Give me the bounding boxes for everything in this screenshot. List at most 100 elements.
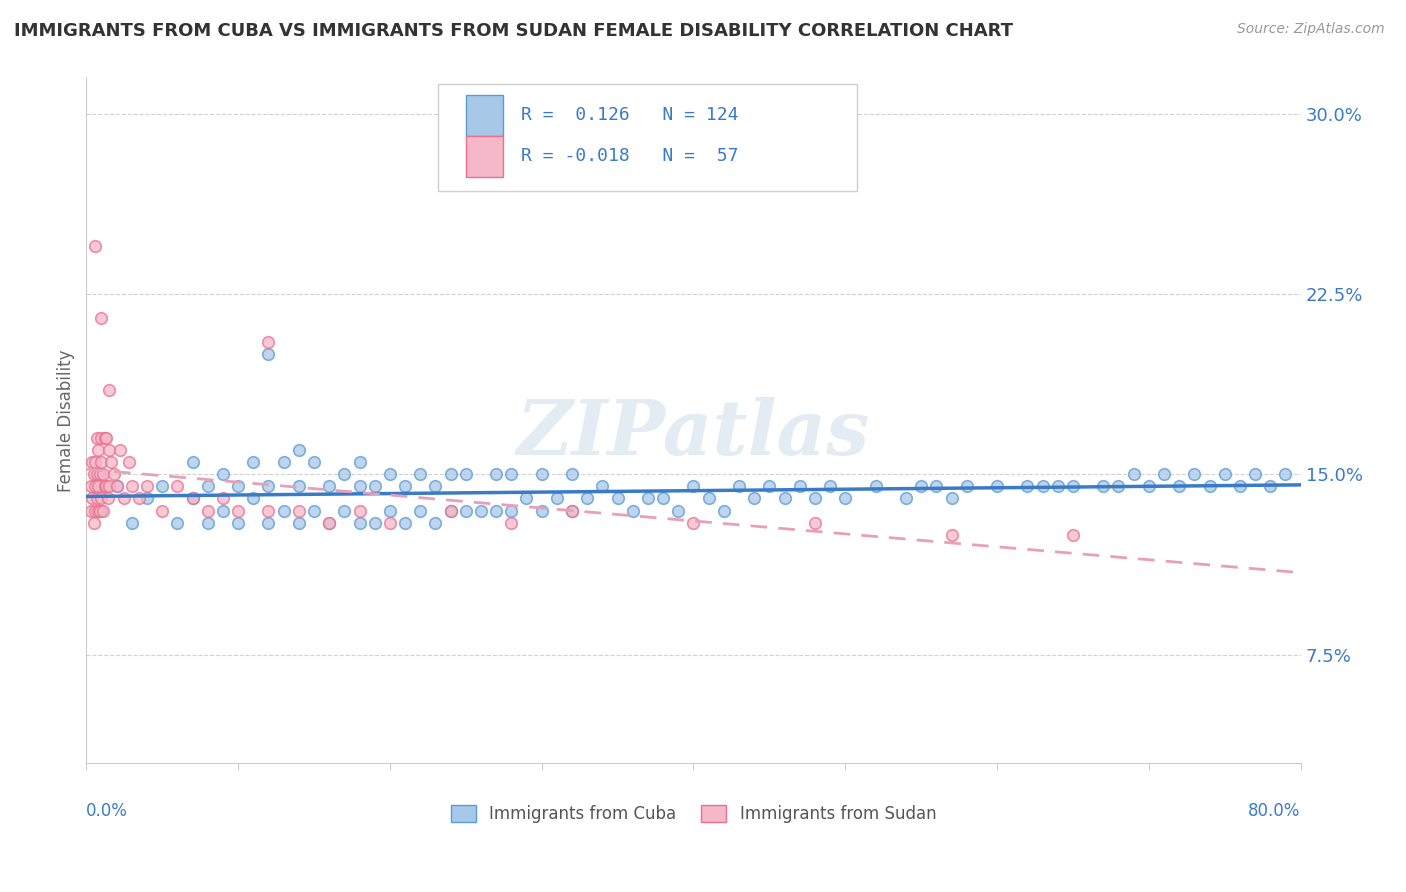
Point <box>1032 479 1054 493</box>
Point <box>956 479 979 493</box>
Point <box>197 516 219 530</box>
Point <box>378 467 401 482</box>
Text: R = -0.018   N =  57: R = -0.018 N = 57 <box>522 147 738 165</box>
Point <box>86 467 108 482</box>
Point <box>1017 479 1039 493</box>
Point <box>1062 479 1084 493</box>
Point <box>439 503 461 517</box>
Point <box>136 479 159 493</box>
Point <box>212 467 235 482</box>
Point <box>1244 467 1267 482</box>
Point <box>257 503 280 517</box>
Point <box>181 491 204 506</box>
Point <box>89 467 111 482</box>
Point <box>84 239 107 253</box>
Point <box>212 503 235 517</box>
Point <box>226 503 249 517</box>
Point <box>728 479 751 493</box>
Point <box>318 479 340 493</box>
Point <box>103 467 125 482</box>
Point <box>637 491 659 506</box>
Point <box>118 455 141 469</box>
Point <box>439 503 461 517</box>
Point <box>561 503 583 517</box>
Point <box>1258 479 1281 493</box>
Point <box>470 503 492 517</box>
Point <box>257 516 280 530</box>
Point <box>409 467 432 482</box>
Point <box>454 467 477 482</box>
Point <box>242 455 264 469</box>
Point <box>86 491 108 506</box>
Point <box>166 479 188 493</box>
Point <box>82 491 104 506</box>
Point <box>501 467 523 482</box>
Point <box>1182 467 1205 482</box>
Point <box>89 503 111 517</box>
Point <box>621 503 644 517</box>
Point <box>349 503 371 517</box>
Point <box>682 479 704 493</box>
Point <box>1092 479 1115 493</box>
Point <box>181 455 204 469</box>
Legend: Immigrants from Cuba, Immigrants from Sudan: Immigrants from Cuba, Immigrants from Su… <box>451 805 936 823</box>
Point <box>1046 479 1069 493</box>
Point <box>150 503 173 517</box>
Point <box>288 479 311 493</box>
Point <box>257 479 280 493</box>
Point <box>425 516 447 530</box>
Point <box>226 479 249 493</box>
FancyBboxPatch shape <box>467 136 503 177</box>
Point <box>606 491 628 506</box>
Point <box>804 516 827 530</box>
Point <box>349 479 371 493</box>
Point <box>90 455 112 469</box>
Point <box>121 516 143 530</box>
Point <box>834 491 856 506</box>
Point <box>333 503 356 517</box>
Point <box>697 491 720 506</box>
Point <box>96 491 118 506</box>
Point <box>181 491 204 506</box>
Point <box>318 516 340 530</box>
Point <box>212 491 235 506</box>
Point <box>84 479 107 493</box>
Point <box>288 443 311 458</box>
Point <box>84 455 107 469</box>
FancyBboxPatch shape <box>467 95 503 136</box>
Point <box>273 455 295 469</box>
Point <box>112 491 135 506</box>
Point <box>333 467 356 482</box>
Text: 0.0%: 0.0% <box>86 802 128 820</box>
Point <box>773 491 796 506</box>
Point <box>576 491 599 506</box>
Point <box>561 467 583 482</box>
Point <box>530 467 553 482</box>
Point <box>1274 467 1296 482</box>
Point <box>1062 527 1084 541</box>
Point <box>501 503 523 517</box>
Point <box>818 479 841 493</box>
Point <box>713 503 735 517</box>
Point <box>789 479 811 493</box>
Point <box>1122 467 1144 482</box>
Point <box>288 503 311 517</box>
Point <box>349 516 371 530</box>
Point <box>925 479 948 493</box>
Point <box>90 311 112 326</box>
Point <box>364 479 387 493</box>
Point <box>197 503 219 517</box>
Point <box>136 491 159 506</box>
Point <box>561 503 583 517</box>
Point <box>546 491 568 506</box>
Point <box>100 455 122 469</box>
Point <box>80 479 103 493</box>
Point <box>364 516 387 530</box>
Point <box>83 516 105 530</box>
Point <box>273 503 295 517</box>
Point <box>1137 479 1160 493</box>
Point <box>242 491 264 506</box>
Point <box>288 516 311 530</box>
Point <box>105 479 128 493</box>
Point <box>105 479 128 493</box>
